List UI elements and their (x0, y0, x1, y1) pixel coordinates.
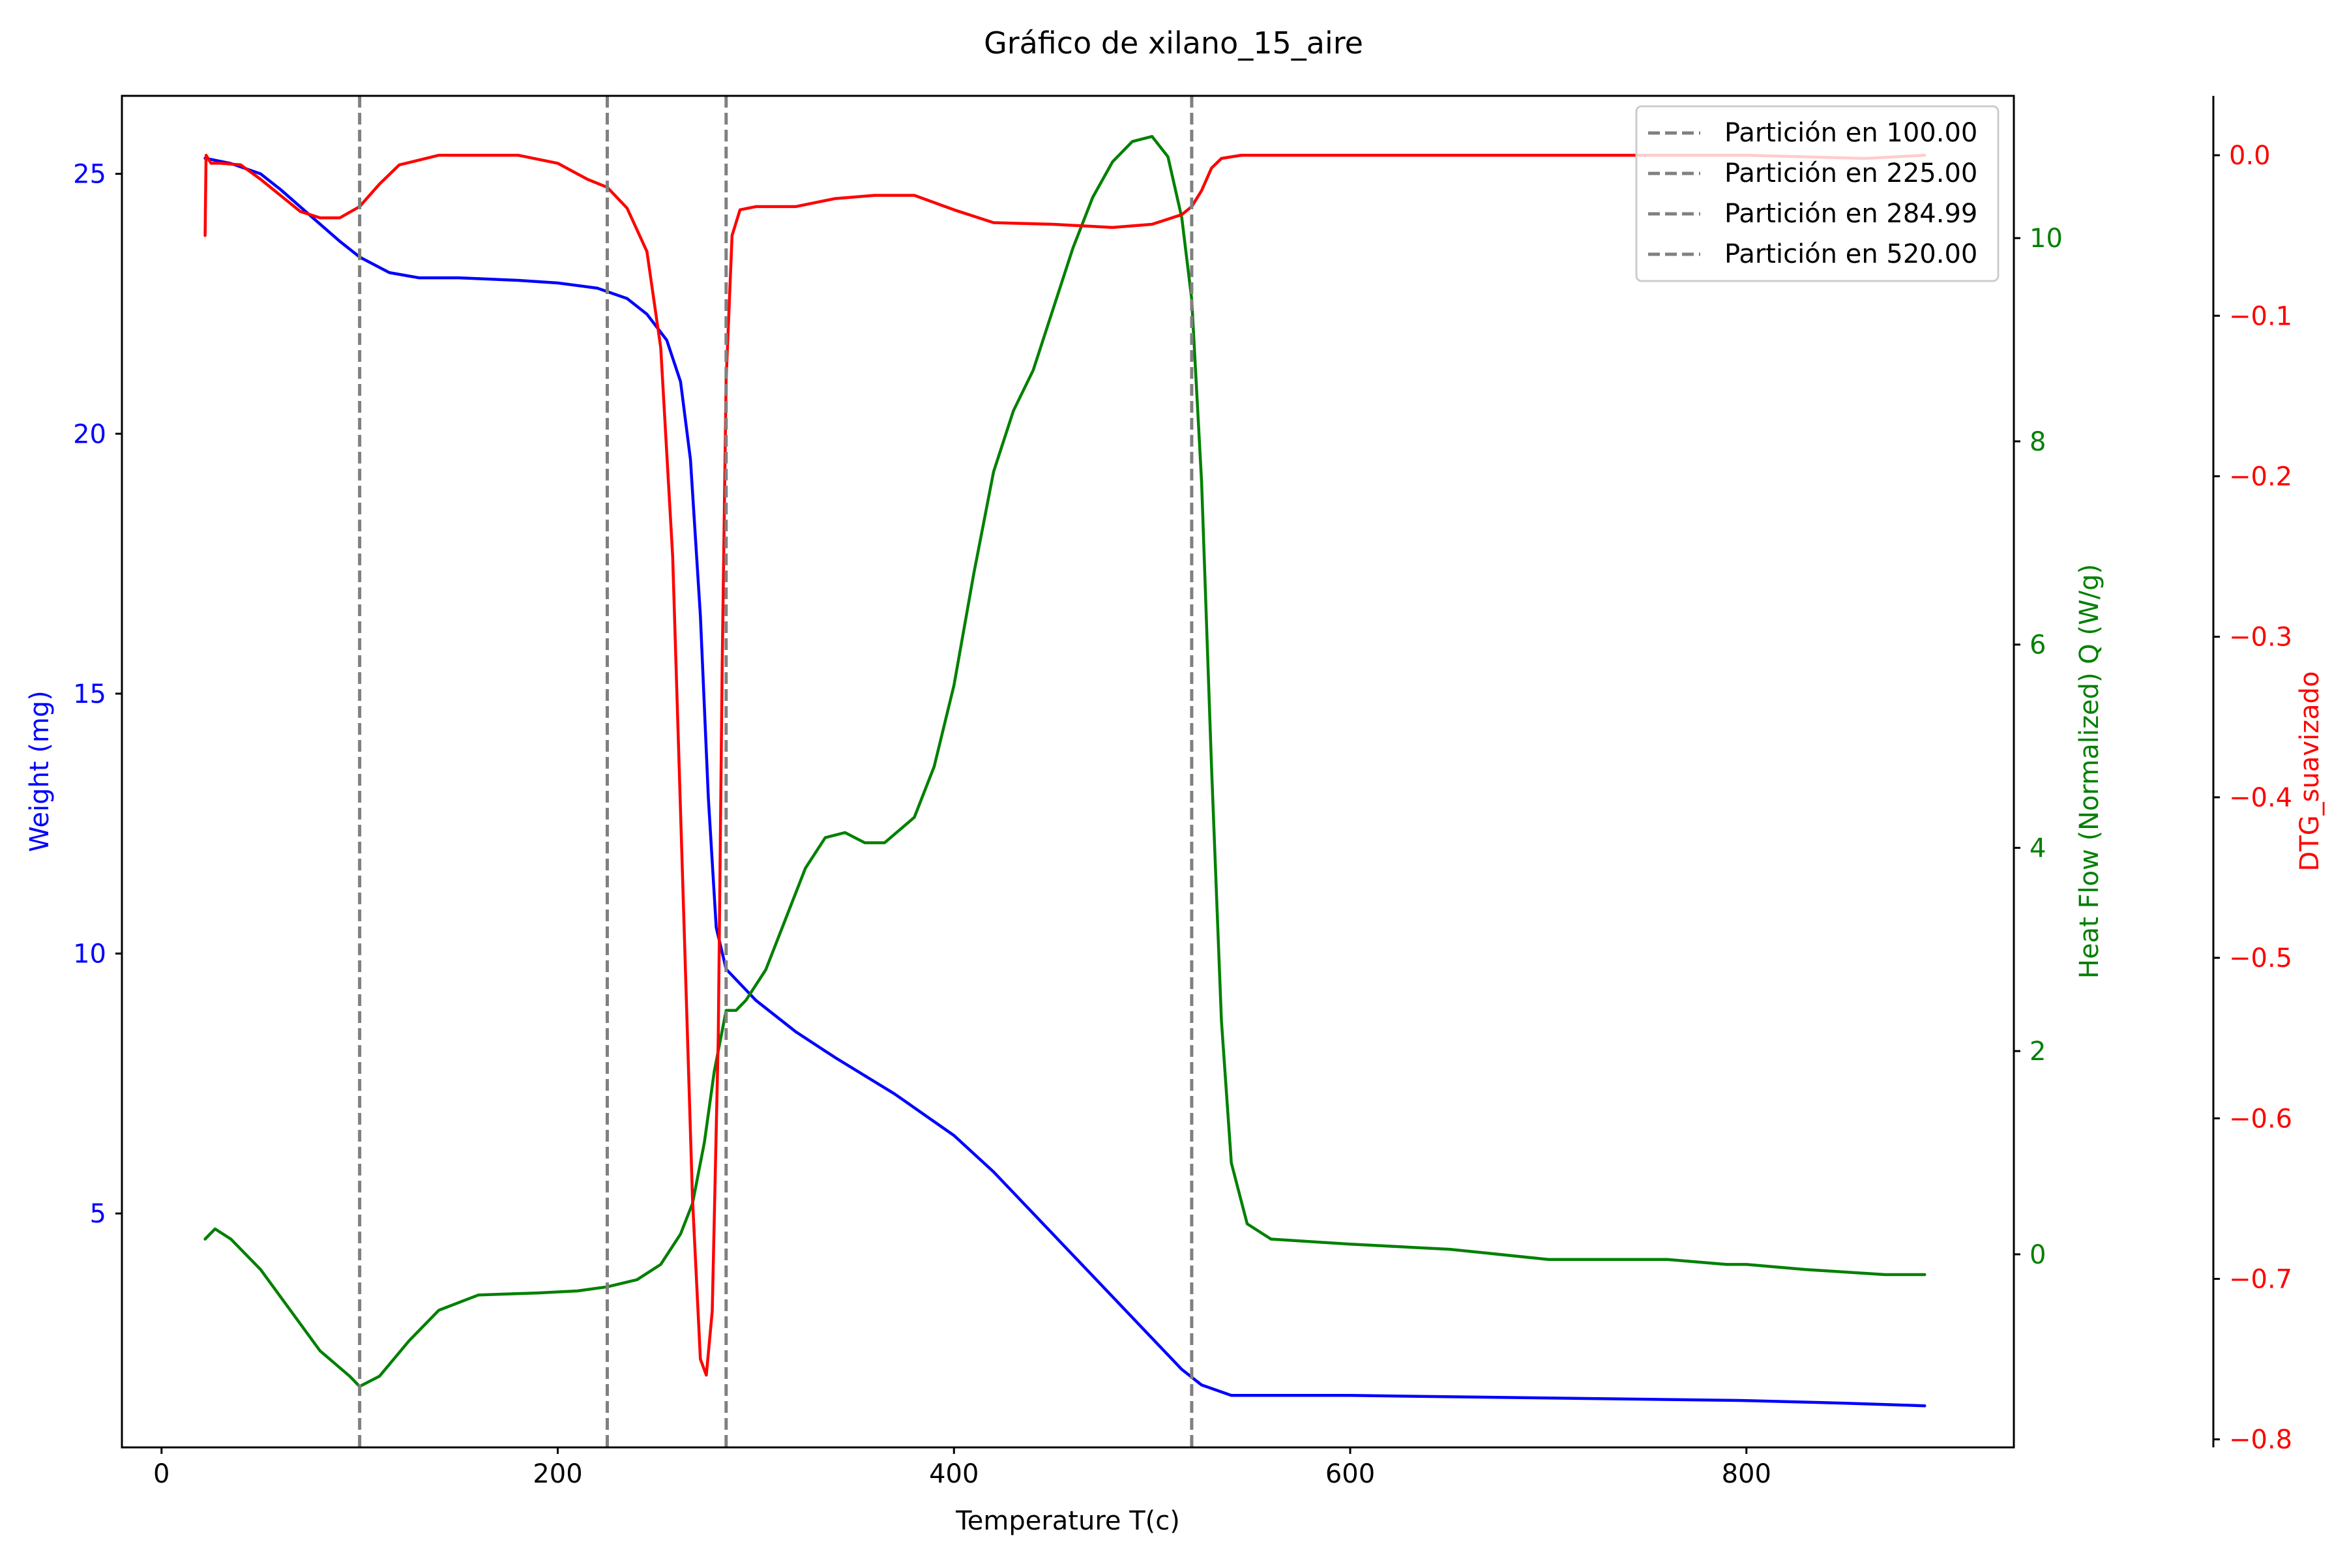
heat-flow-tick-label: 10 (2030, 224, 2063, 254)
series-layer (203, 135, 1926, 1408)
heat-flow-tick-label: 8 (2030, 427, 2046, 457)
dtg-axis: 0.0 −0.1 −0.2 −0.3 −0.4 −0.5 −0.6 −0.7 −0.8 (2212, 96, 2292, 1455)
legend-item: Partición en 100.00 (1648, 118, 1977, 148)
dtg-tick-label: −0.6 (2229, 1104, 2292, 1134)
dtg-tick-label: 0.0 (2229, 141, 2271, 171)
dtg-tick-label: −0.5 (2229, 943, 2292, 973)
dtg-tick-label: −0.1 (2229, 301, 2292, 331)
dtg-series-line (203, 153, 1926, 1377)
legend-label: Partición en 520.00 (1724, 239, 1977, 269)
x-tick-label: 400 (929, 1459, 979, 1489)
legend-item: Partición en 520.00 (1648, 239, 1977, 269)
legend-box (1635, 105, 2000, 282)
weight-series-line (203, 156, 1926, 1408)
heat-series-line (203, 135, 1926, 1388)
legend-item: Partición en 225.00 (1648, 158, 1977, 188)
x-tick-label: 600 (1325, 1459, 1375, 1489)
weight-axis-label: Weight (mg) (25, 690, 55, 852)
legend-label: Partición en 100.00 (1724, 118, 1977, 148)
weight-axis: 5 10 15 20 25 (73, 160, 122, 1229)
x-axis: 0 200 400 600 800 (153, 1447, 1771, 1489)
dtg-axis-label: DTG_suavizado (2295, 671, 2325, 871)
x-tick-label: 200 (533, 1459, 582, 1489)
heat-flow-tick-label: 2 (2030, 1037, 2046, 1067)
x-axis-label: Temperature T(c) (955, 1506, 1180, 1536)
dtg-tick-label: −0.7 (2229, 1264, 2292, 1294)
legend: Partición en 100.00 Partición en 225.00 … (1635, 105, 2000, 282)
heat-flow-tick-label: 0 (2030, 1240, 2046, 1270)
legend-label: Partición en 225.00 (1724, 158, 1977, 188)
weight-tick-label: 15 (73, 679, 106, 709)
chart-title: Gráfico de xilano_15_aire (984, 25, 1363, 61)
x-tick-label: 0 (153, 1459, 170, 1489)
weight-tick-label: 25 (73, 160, 106, 190)
legend-item: Partición en 284.99 (1648, 199, 1977, 229)
dtg-tick-label: −0.2 (2229, 462, 2292, 492)
weight-tick-label: 5 (90, 1199, 106, 1229)
dtg-tick-label: −0.4 (2229, 783, 2292, 813)
dtg-tick-label: −0.3 (2229, 623, 2292, 653)
x-tick-label: 800 (1722, 1459, 1771, 1489)
heat-flow-axis-label: Heat Flow (Normalized) Q (W/g) (2074, 564, 2104, 979)
dtg-tick-label: −0.8 (2229, 1425, 2292, 1455)
heat-flow-tick-label: 6 (2030, 630, 2046, 660)
partition-layer (358, 96, 1194, 1447)
legend-label: Partición en 284.99 (1724, 199, 1977, 229)
weight-tick-label: 10 (73, 939, 106, 969)
heat-flow-axis: 0 2 4 6 8 10 (2014, 224, 2063, 1270)
plot-frame (121, 95, 2015, 1449)
heat-flow-tick-label: 4 (2030, 833, 2046, 863)
weight-tick-label: 20 (73, 419, 106, 449)
